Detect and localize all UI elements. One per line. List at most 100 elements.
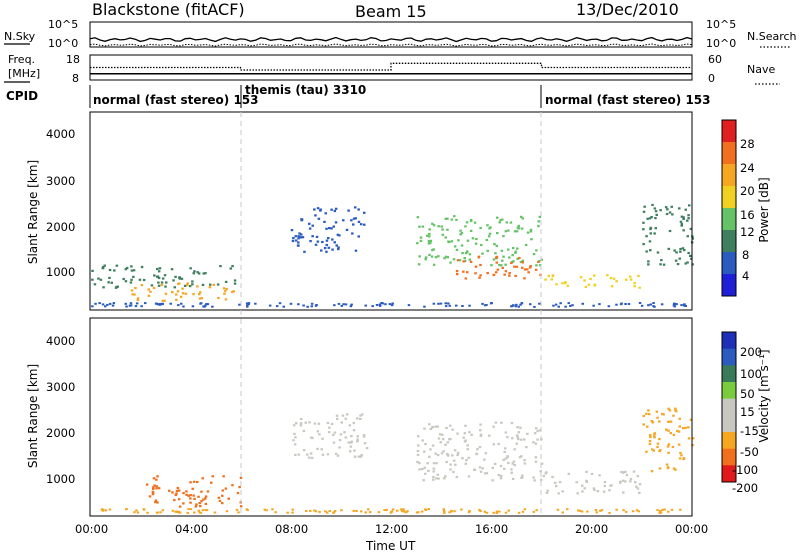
velocity-ylabel: Slant Range [km] — [26, 364, 40, 468]
power-cell — [303, 250, 306, 253]
power-cell — [125, 305, 128, 308]
power-cell — [315, 304, 318, 306]
power-cell — [441, 228, 444, 231]
velocity-cell — [532, 441, 535, 444]
power-cell — [649, 226, 653, 229]
power-colorbar-swatch — [722, 230, 736, 253]
power-cell — [418, 255, 421, 258]
velocity-cell — [625, 473, 629, 477]
xtick-4: 16:00 — [475, 522, 508, 536]
power-cell — [315, 235, 319, 238]
power-cell — [675, 251, 678, 254]
power-cell — [512, 260, 515, 263]
velocity-colorbar-swatch — [722, 398, 736, 416]
power-cell — [169, 302, 172, 305]
power-cell — [538, 264, 542, 267]
power-colorbar-swatch — [722, 208, 736, 231]
power-cell — [519, 303, 522, 306]
power-cell — [191, 305, 195, 308]
xtick-1: 04:00 — [175, 522, 208, 536]
power-colorbar-swatch — [722, 186, 736, 209]
velocity-cell — [189, 508, 193, 511]
power-cell — [690, 257, 693, 260]
velocity-cell — [507, 461, 510, 464]
velocity-cell — [503, 467, 506, 470]
velocity-cell — [602, 490, 606, 493]
power-cell — [461, 305, 464, 307]
power-cell — [493, 243, 496, 246]
velocity-cell — [189, 497, 192, 500]
power-cell — [233, 279, 237, 282]
power-cell — [431, 249, 434, 252]
velocity-colorbar-swatch — [722, 432, 736, 450]
power-cell — [479, 263, 482, 267]
velocity-cell — [534, 460, 538, 463]
power-cell — [424, 258, 427, 261]
power-cell — [204, 272, 207, 275]
velocity-cell — [595, 511, 598, 514]
velocity-cell — [335, 414, 339, 417]
power-cell — [161, 303, 164, 306]
velocity-cell — [221, 502, 224, 505]
power-cell — [336, 233, 340, 236]
power-cell — [180, 277, 184, 280]
velocity-cell — [650, 420, 654, 423]
velocity-cell — [330, 422, 334, 426]
velocity-cell — [299, 422, 303, 425]
power-cell — [514, 274, 517, 277]
power-cell — [666, 208, 669, 211]
power-cell — [517, 224, 520, 227]
power-cell — [559, 302, 562, 305]
velocity-colorbar-swatch-frame — [721, 331, 737, 483]
power-cell — [540, 258, 543, 261]
power-cell — [686, 219, 689, 222]
velocity-cell — [479, 423, 482, 426]
velocity-cell — [213, 511, 217, 514]
power-cell — [481, 252, 484, 255]
power-cell — [653, 232, 656, 235]
power-cell — [196, 285, 199, 288]
velocity-cell — [444, 475, 447, 478]
power-cell — [444, 302, 447, 305]
velocity-cell — [658, 420, 661, 423]
power-cell — [589, 277, 592, 281]
velocity-cell — [423, 427, 426, 430]
velocity-cbar-tick-200: 200 — [740, 345, 762, 359]
velocity-cell — [201, 477, 204, 480]
velocity-cell — [634, 481, 637, 484]
power-cell — [629, 275, 632, 278]
power-cell — [462, 270, 465, 273]
velocity-ytick-2000: 2000 — [46, 426, 75, 440]
power-cell — [612, 277, 616, 280]
velocity-cell — [421, 468, 424, 471]
power-cell — [494, 252, 497, 255]
velocity-data-cells — [100, 407, 695, 514]
velocity-cell — [666, 445, 670, 448]
power-cell — [453, 245, 457, 248]
power-cell — [91, 269, 94, 272]
velocity-cell — [483, 458, 486, 461]
power-cell — [196, 271, 199, 274]
velocity-cell — [235, 508, 239, 511]
velocity-cell — [561, 511, 564, 514]
velocity-cell — [451, 428, 454, 431]
velocity-cell — [435, 462, 438, 465]
power-cell — [538, 302, 541, 305]
velocity-cell — [431, 426, 434, 429]
power-cell — [429, 242, 432, 245]
power-cell — [488, 232, 492, 235]
velocity-cell — [291, 511, 294, 514]
power-cell — [291, 239, 295, 243]
power-cell — [492, 273, 495, 276]
freq-left-tick-bottom: 8 — [72, 72, 79, 85]
velocity-cell — [648, 442, 652, 446]
velocity-cell — [211, 475, 214, 478]
power-cell — [466, 251, 469, 254]
freq-label: Freq. — [8, 53, 35, 66]
power-cell — [407, 304, 411, 307]
power-cell — [647, 304, 650, 307]
velocity-cell — [305, 510, 308, 512]
nsearch-series-line — [89, 43, 693, 47]
power-cell — [198, 297, 202, 300]
power-cell — [515, 265, 519, 268]
